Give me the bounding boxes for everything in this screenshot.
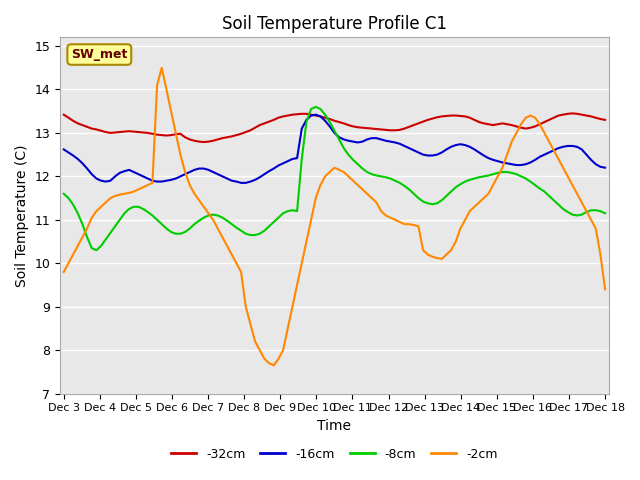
Text: SW_met: SW_met [71, 48, 127, 61]
-8cm [191, 221, 198, 227]
-32cm [601, 117, 609, 123]
Legend: -32cm, -16cm, -8cm, -2cm: -32cm, -16cm, -8cm, -2cm [166, 443, 503, 466]
-8cm [60, 191, 68, 197]
-2cm [209, 217, 217, 223]
-32cm [209, 138, 217, 144]
-16cm [237, 180, 245, 186]
-16cm [601, 165, 609, 170]
Line: -32cm: -32cm [64, 113, 605, 142]
-8cm [209, 212, 217, 217]
-32cm [186, 136, 194, 142]
-8cm [177, 231, 184, 237]
-8cm [601, 210, 609, 216]
-16cm [60, 146, 68, 152]
-8cm [312, 104, 319, 110]
Line: -16cm: -16cm [64, 115, 605, 183]
-2cm [601, 287, 609, 292]
-2cm [177, 152, 184, 157]
-16cm [163, 178, 170, 183]
-16cm [186, 169, 194, 175]
-32cm [60, 112, 68, 118]
-2cm [573, 191, 581, 197]
-16cm [205, 167, 212, 173]
-2cm [167, 108, 175, 114]
-32cm [200, 139, 207, 145]
-16cm [312, 112, 319, 118]
-32cm [568, 110, 576, 116]
Line: -2cm: -2cm [64, 68, 605, 365]
-16cm [573, 144, 581, 150]
-2cm [270, 362, 278, 368]
-16cm [172, 176, 180, 181]
-32cm [172, 132, 180, 137]
-8cm [307, 106, 315, 112]
-2cm [312, 195, 319, 201]
Line: -8cm: -8cm [64, 107, 605, 250]
-8cm [573, 213, 581, 218]
-16cm [307, 113, 315, 119]
-8cm [93, 247, 100, 253]
-32cm [163, 132, 170, 138]
-32cm [307, 112, 315, 118]
-2cm [191, 191, 198, 197]
-2cm [60, 269, 68, 275]
X-axis label: Time: Time [317, 419, 351, 433]
-2cm [158, 65, 166, 71]
-8cm [167, 229, 175, 235]
-32cm [573, 111, 581, 117]
Y-axis label: Soil Temperature (C): Soil Temperature (C) [15, 144, 29, 287]
Title: Soil Temperature Profile C1: Soil Temperature Profile C1 [222, 15, 447, 33]
